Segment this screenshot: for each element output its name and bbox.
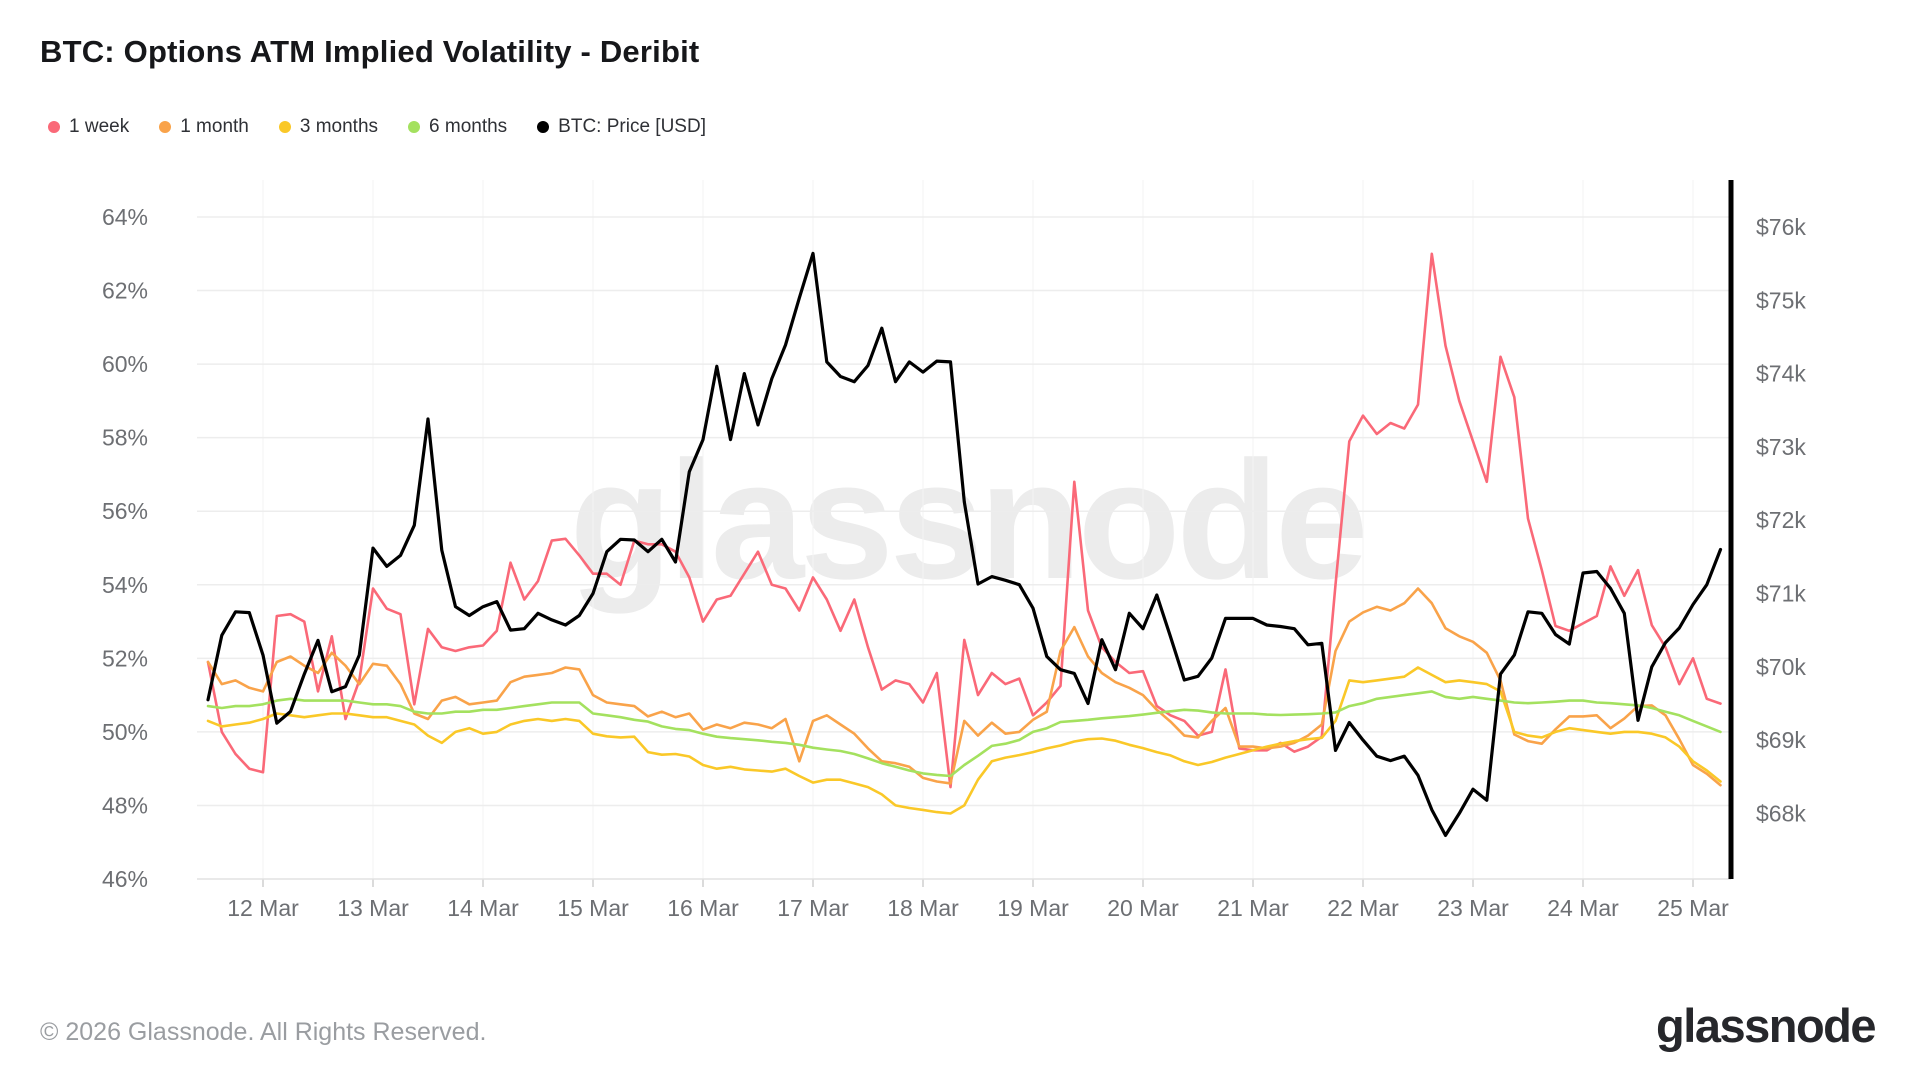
right-axis-tick-label: $74k	[1756, 361, 1806, 387]
x-tick-label: 18 Mar	[887, 895, 959, 921]
right-axis-tick-label: $69k	[1756, 727, 1806, 753]
right-axis-tick-label: $70k	[1756, 654, 1806, 680]
left-axis-tick-label: 60%	[102, 351, 148, 377]
legend-dot-btc-price-icon	[537, 121, 550, 133]
x-tick-label: 22 Mar	[1327, 895, 1399, 921]
legend-item-1-month[interactable]: 1 month	[159, 116, 249, 138]
x-tick-label: 23 Mar	[1437, 895, 1509, 921]
legend-item-btc-price[interactable]: BTC: Price [USD]	[537, 116, 706, 138]
legend-label: 1 month	[180, 116, 249, 137]
left-axis-tick-label: 62%	[102, 278, 148, 304]
right-axis-tick-label: $72k	[1756, 507, 1806, 533]
x-tick-label: 24 Mar	[1547, 895, 1619, 921]
legend-dot-1-month-icon	[159, 121, 172, 133]
left-axis-tick-label: 48%	[102, 792, 148, 818]
right-axis-tick-label: $68k	[1756, 800, 1806, 826]
legend-dot-6-months-icon	[408, 121, 421, 133]
x-tick-label: 19 Mar	[997, 895, 1069, 921]
copyright-text: © 2026 Glassnode. All Rights Reserved.	[40, 1018, 487, 1046]
legend-item-1-week[interactable]: 1 week	[48, 116, 129, 138]
series-line-btc-price-usd-	[206, 251, 1723, 838]
left-axis-tick-label: 50%	[102, 719, 148, 745]
glassnode-logo[interactable]: glassnode	[1656, 999, 1876, 1052]
left-axis-tick-label: 58%	[102, 425, 148, 451]
left-axis-tick-label: 46%	[102, 866, 148, 892]
legend-label: 3 months	[299, 116, 379, 137]
legend-item-6-months[interactable]: 6 months	[408, 116, 507, 138]
x-tick-label: 12 Mar	[227, 895, 299, 921]
right-axis-tick-label: $71k	[1756, 581, 1806, 607]
legend-label: 6 months	[429, 116, 508, 137]
legend-dot-3-months-icon	[278, 121, 291, 133]
left-axis-tick-label: 52%	[102, 645, 148, 671]
right-axis-tick-label: $75k	[1756, 287, 1806, 313]
left-axis-tick-label: 56%	[102, 498, 148, 524]
series-line-1-month	[206, 587, 1722, 787]
price-axis-spine	[1728, 180, 1734, 879]
legend-item-3-months[interactable]: 3 months	[278, 116, 379, 138]
x-tick-label: 14 Mar	[447, 895, 519, 921]
chart-legend: 1 week 1 month 3 months 6 months BTC: Pr…	[48, 116, 706, 138]
x-tick-label: 25 Mar	[1657, 895, 1729, 921]
legend-dot-1-week-icon	[48, 121, 60, 133]
x-tick-label: 17 Mar	[777, 895, 849, 921]
x-tick-label: 13 Mar	[337, 895, 409, 921]
right-axis-tick-label: $73k	[1756, 434, 1806, 460]
x-tick-label: 16 Mar	[667, 895, 739, 921]
right-axis-tick-label: $76k	[1756, 214, 1806, 240]
left-axis-tick-label: 64%	[102, 204, 148, 230]
left-axis-tick-label: 54%	[102, 572, 148, 598]
x-tick-label: 20 Mar	[1107, 895, 1179, 921]
x-tick-label: 15 Mar	[557, 895, 629, 921]
legend-label: BTC: Price [USD]	[558, 116, 706, 137]
x-tick-label: 21 Mar	[1217, 895, 1289, 921]
page-title: BTC: Options ATM Implied Volatility - De…	[40, 34, 700, 69]
series-line-1-week	[206, 252, 1722, 789]
series-line-3-months	[206, 666, 1722, 815]
series-line-6-months	[206, 690, 1722, 778]
legend-label: 1 week	[69, 116, 130, 137]
